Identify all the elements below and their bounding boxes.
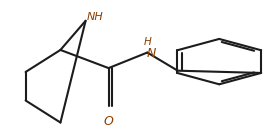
Text: O: O — [104, 115, 113, 128]
Text: NH: NH — [86, 12, 103, 22]
Text: H: H — [143, 37, 151, 47]
Text: N: N — [147, 47, 156, 60]
